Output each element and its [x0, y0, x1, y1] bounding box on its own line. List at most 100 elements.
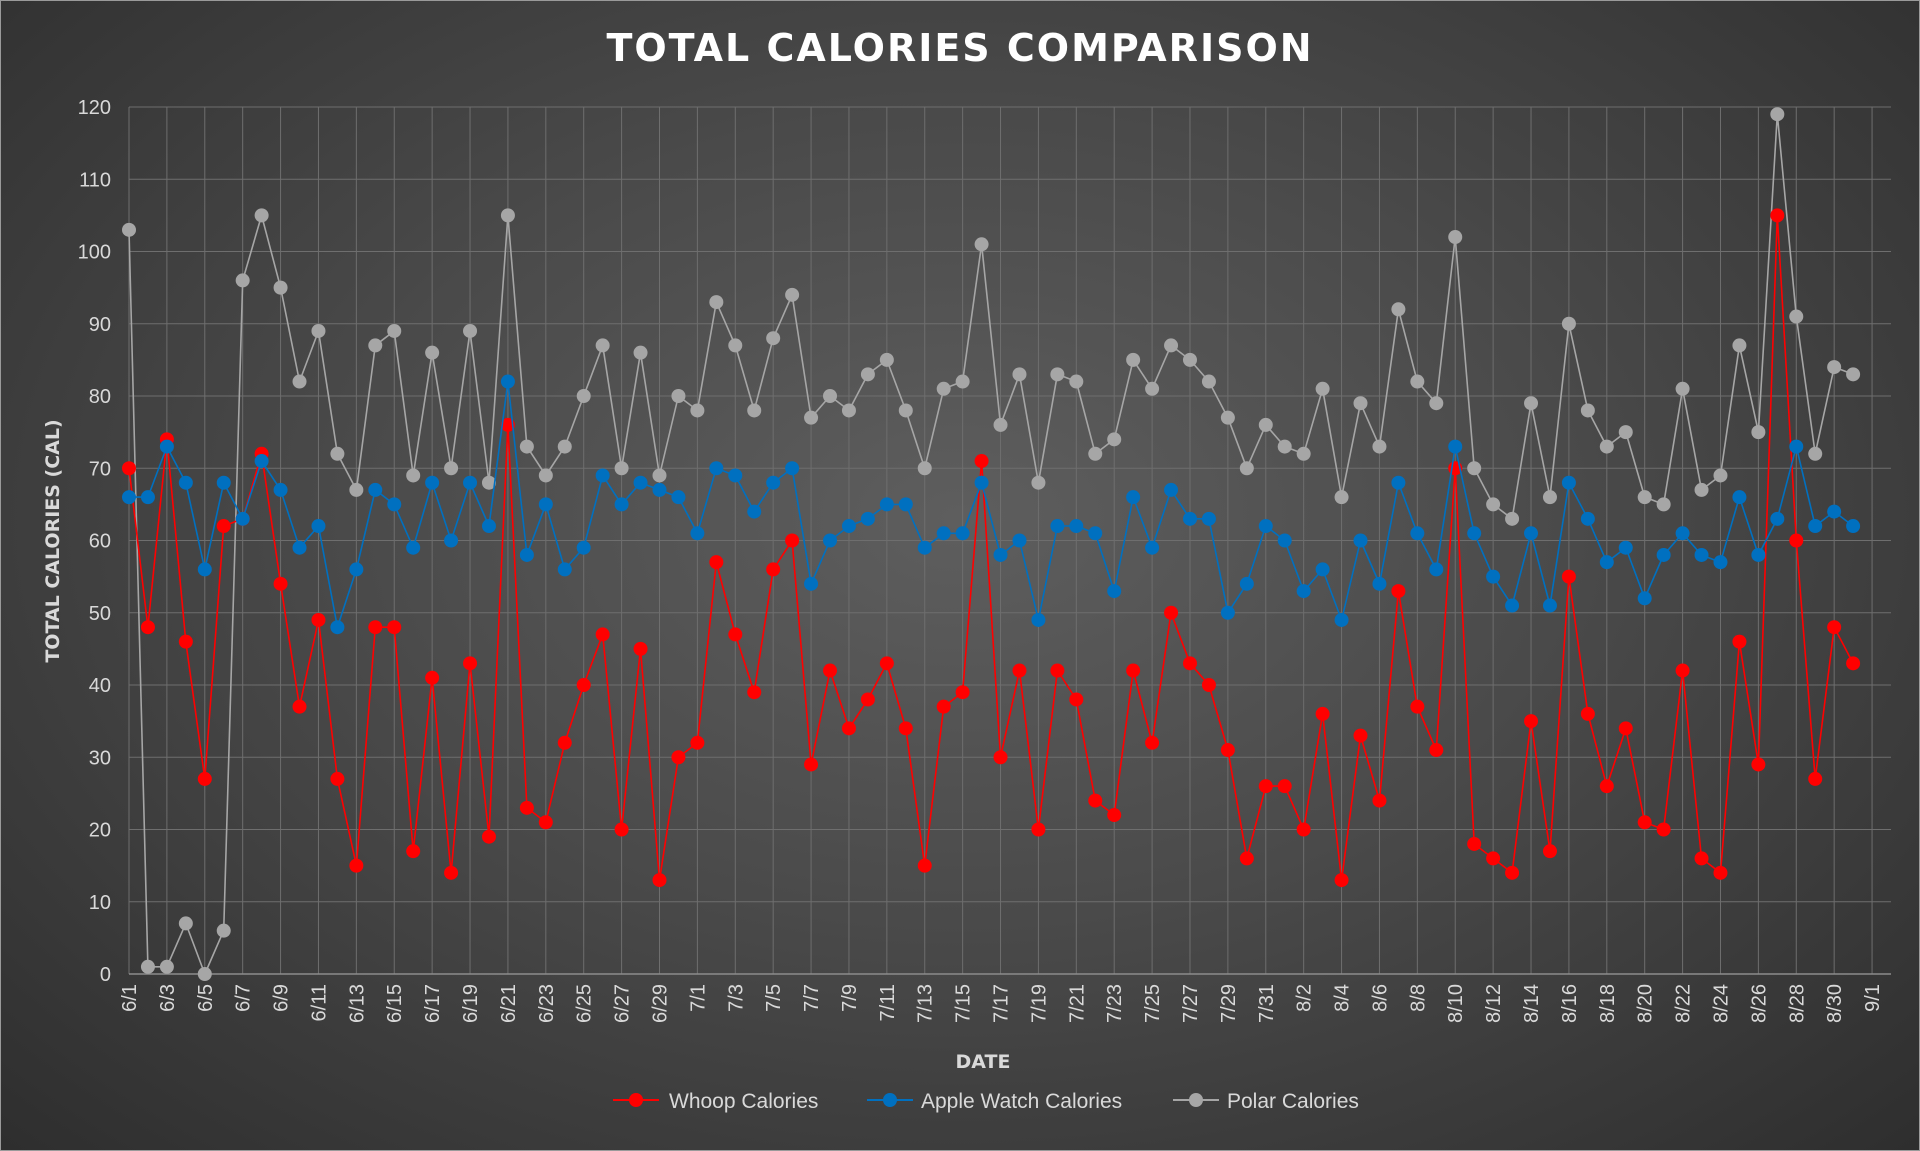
data-point: [1694, 482, 1709, 497]
data-point: [1542, 598, 1557, 613]
y-tick-label: 30: [89, 747, 111, 769]
data-point: [709, 295, 724, 310]
data-point: [1561, 569, 1576, 584]
data-point: [273, 482, 288, 497]
x-tick-label: 7/27: [1180, 984, 1202, 1023]
data-point: [1429, 562, 1444, 577]
x-tick-label: 7/5: [763, 984, 785, 1012]
y-tick-label: 70: [89, 458, 111, 480]
x-tick-label: 6/29: [649, 984, 671, 1023]
data-point: [1277, 533, 1292, 548]
data-point: [747, 403, 762, 418]
data-point: [841, 519, 856, 534]
data-point: [879, 656, 894, 671]
data-point: [804, 410, 819, 425]
data-point: [140, 620, 155, 635]
data-point: [368, 482, 383, 497]
x-tick-label: 8/22: [1673, 984, 1695, 1023]
data-point: [917, 461, 932, 476]
data-point: [1334, 873, 1349, 888]
data-point: [1296, 822, 1311, 837]
series-line: [129, 380, 1854, 629]
data-point: [254, 208, 269, 223]
x-tick-label: 7/15: [953, 984, 975, 1023]
data-point: [1524, 396, 1539, 411]
data-point: [1353, 396, 1368, 411]
data-point: [860, 367, 875, 382]
data-point: [1713, 555, 1728, 570]
data-point: [387, 323, 402, 338]
data-point: [1145, 381, 1160, 396]
data-point: [481, 829, 496, 844]
data-point: [254, 454, 269, 469]
data-point: [1182, 511, 1197, 526]
data-point: [444, 865, 459, 880]
x-tick-label: 7/11: [877, 984, 899, 1021]
x-tick-label: 6/17: [422, 984, 444, 1023]
data-point: [1088, 793, 1103, 808]
y-tick-label: 110: [79, 169, 111, 191]
legend-marker: [1189, 1093, 1203, 1107]
legend: Whoop Calories Apple Watch Calories Polar …: [613, 1090, 1359, 1113]
data-point: [330, 446, 345, 461]
data-point: [576, 389, 591, 403]
data-point: [1012, 367, 1027, 382]
data-point: [974, 475, 989, 490]
series-line: [128, 113, 1854, 975]
data-point: [690, 526, 705, 541]
data-point: [1031, 612, 1046, 627]
data-point: [671, 490, 686, 505]
data-point: [311, 323, 326, 338]
data-point: [1069, 374, 1084, 389]
data-point: [1353, 533, 1368, 548]
data-point: [1258, 417, 1273, 432]
x-tick-label: 7/13: [915, 984, 937, 1023]
data-point: [1145, 735, 1160, 750]
data-point: [1429, 396, 1444, 411]
data-point: [1524, 526, 1539, 541]
x-tick-label: 6/27: [612, 984, 634, 1023]
data-point: [576, 678, 591, 692]
data-point: [1580, 511, 1595, 526]
data-point: [425, 345, 440, 360]
data-point: [1467, 526, 1482, 541]
data-point: [633, 345, 648, 360]
x-tick-label: 7/21: [1066, 984, 1088, 1023]
data-point: [1088, 446, 1103, 461]
data-point: [330, 620, 345, 635]
data-point: [1050, 519, 1065, 534]
data-point: [1808, 771, 1823, 786]
data-point: [1561, 475, 1576, 490]
data-point: [1107, 584, 1122, 599]
data-point: [1637, 815, 1652, 830]
data-point: [519, 547, 534, 562]
data-point: [879, 352, 894, 367]
axes: 0 10 20 30 40 50 60 70 80 90 100 110 120 6/1 6/3 6/5 6/7…: [78, 97, 1891, 1023]
data-point: [1505, 865, 1520, 880]
data-point: [1239, 576, 1254, 591]
x-tick-label: 6/15: [384, 984, 406, 1023]
data-point: [292, 374, 307, 389]
data-point: [1448, 230, 1463, 245]
data-point: [140, 959, 155, 974]
data-point: [766, 562, 781, 577]
data-point: [1164, 482, 1179, 497]
data-point: [235, 511, 250, 526]
x-tick-label: 8/6: [1369, 984, 1391, 1012]
data-point: [1846, 656, 1861, 671]
data-point: [614, 497, 629, 512]
data-point: [425, 475, 440, 490]
x-tick-label: 8/16: [1559, 984, 1581, 1023]
data-point: [1220, 743, 1235, 758]
data-point: [216, 923, 231, 938]
data-point: [444, 533, 459, 548]
x-tick-label: 8/28: [1786, 984, 1808, 1023]
x-tick-label: 8/26: [1748, 984, 1770, 1023]
data-point: [122, 461, 136, 476]
x-tick-label: 7/1: [687, 984, 709, 1012]
data-point: [1732, 338, 1747, 353]
data-point: [993, 417, 1008, 432]
data-point: [785, 533, 800, 548]
data-point: [1637, 490, 1652, 505]
data-point: [1789, 533, 1804, 548]
